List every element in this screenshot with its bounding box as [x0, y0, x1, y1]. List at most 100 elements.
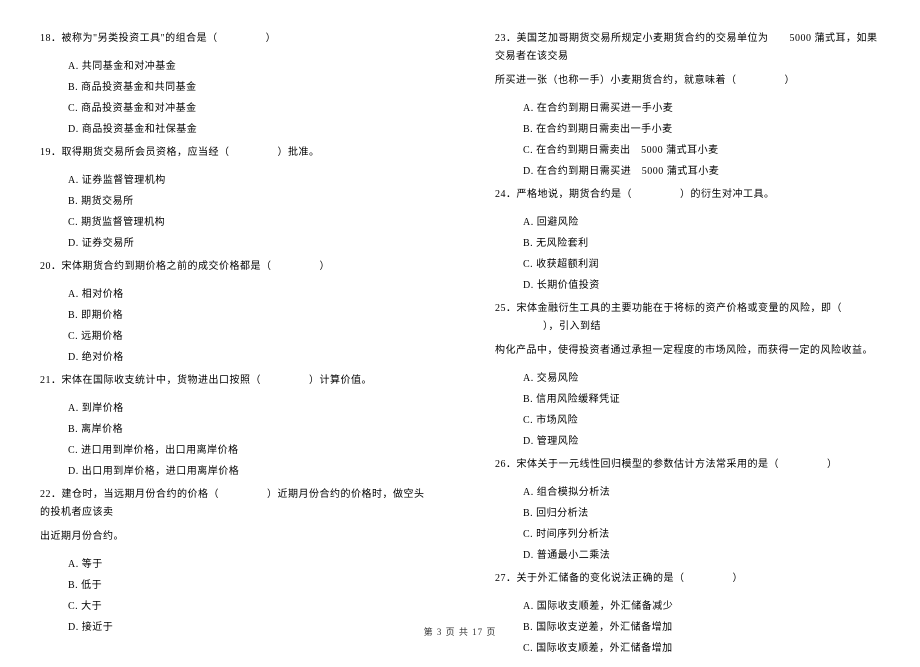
opt-text: 证券监督管理机构: [82, 175, 166, 186]
q-num: 24．: [495, 189, 517, 200]
opt-label: B.: [68, 424, 78, 435]
opt-label: C.: [523, 259, 533, 270]
q-num: 25．: [495, 303, 517, 314]
q-cont-before: 所买进一张（也称一手）小麦期货合约，就意味着（: [495, 75, 737, 86]
opt-text: 无风险套利: [536, 238, 589, 249]
q-stem-after: ）: [733, 573, 744, 584]
option: D.证券交易所: [68, 234, 425, 249]
opt-text: 回归分析法: [536, 508, 589, 519]
opt-text: 长期价值投资: [537, 280, 600, 291]
q-stem-after: ）的衍生对冲工具。: [680, 189, 775, 200]
blank: [261, 372, 309, 390]
option: A.交易风险: [523, 369, 880, 384]
option: C.进口用到岸价格，出口用离岸价格: [68, 441, 425, 456]
question-18: 18．被称为"另类投资工具"的组合是（ ）: [40, 30, 425, 48]
option: A.到岸价格: [68, 399, 425, 414]
opt-text: 国际收支顺差，外汇储备减少: [537, 601, 674, 612]
opt-text: 在合约到期日需卖出一手小麦: [536, 124, 673, 135]
opt-text: 大于: [81, 601, 102, 612]
opt-label: B.: [68, 580, 78, 591]
opt-text: 相对价格: [82, 289, 124, 300]
opt-label: D.: [523, 436, 534, 447]
q-continuation: 所买进一张（也称一手）小麦期货合约，就意味着（ ）: [495, 72, 880, 90]
opt-text: 交易风险: [537, 373, 579, 384]
option: B.无风险套利: [523, 234, 880, 249]
q-num: 26．: [495, 459, 517, 470]
q-stem: 严格地说，期货合约是（: [517, 189, 633, 200]
option: D.长期价值投资: [523, 276, 880, 291]
question-19: 19．取得期货交易所会员资格，应当经（ ）批准。: [40, 144, 425, 162]
question-24: 24．严格地说，期货合约是（ ）的衍生对冲工具。: [495, 186, 880, 204]
blank: [219, 486, 267, 504]
option: C.市场风险: [523, 411, 880, 426]
blank: [272, 258, 320, 276]
opt-label: D.: [68, 352, 79, 363]
option: A.等于: [68, 555, 425, 570]
question-23: 23．美国芝加哥期货交易所规定小麦期货合约的交易单位为 5000 蒲式耳，如果交…: [495, 30, 880, 66]
opt-label: D.: [523, 166, 534, 177]
opt-text: 等于: [82, 559, 103, 570]
opt-label: C.: [68, 217, 78, 228]
option: A.回避风险: [523, 213, 880, 228]
opt-label: B.: [523, 394, 533, 405]
q-stem: 关于外汇储备的变化说法正确的是（: [517, 573, 685, 584]
options-24: A.回避风险 B.无风险套利 C.收获超额利润 D.长期价值投资: [495, 213, 880, 291]
q-stem-after: ）计算价值。: [309, 375, 372, 386]
opt-label: D.: [523, 280, 534, 291]
question-25: 25．宋体金融衍生工具的主要功能在于将标的资产价格或变量的风险，即（ ），引入到…: [495, 300, 880, 336]
q-cont-after: ）: [785, 75, 796, 86]
opt-text: 普通最小二乘法: [537, 550, 611, 561]
opt-text: 组合模拟分析法: [537, 487, 611, 498]
opt-label: B.: [523, 238, 533, 249]
option: A.相对价格: [68, 285, 425, 300]
question-22: 22．建仓时，当远期月份合约的价格（ ）近期月份合约的价格时，做空头的投机者应该…: [40, 486, 425, 522]
exam-page: 18．被称为"另类投资工具"的组合是（ ） A.共同基金和对冲基金 B.商品投资…: [0, 0, 920, 667]
option: D.绝对价格: [68, 348, 425, 363]
opt-text: 即期价格: [81, 310, 123, 321]
opt-label: C.: [523, 643, 533, 654]
opt-label: A.: [523, 601, 534, 612]
options-25: A.交易风险 B.信用风险缓释凭证 C.市场风险 D.管理风险: [495, 369, 880, 447]
opt-label: A.: [68, 559, 79, 570]
options-22: A.等于 B.低于 C.大于 D.接近于: [40, 555, 425, 633]
opt-label: C.: [68, 445, 78, 456]
q-num: 20．: [40, 261, 62, 272]
left-column: 18．被称为"另类投资工具"的组合是（ ） A.共同基金和对冲基金 B.商品投资…: [40, 30, 425, 657]
q-num: 19．: [40, 147, 62, 158]
opt-text: 远期价格: [81, 331, 123, 342]
opt-text: 到岸价格: [82, 403, 124, 414]
option: C.在合约到期日需卖出 5000 蒲式耳小麦: [523, 141, 880, 156]
opt-label: C.: [523, 529, 533, 540]
q-num: 22．: [40, 489, 62, 500]
option: D.出口用到岸价格，进口用离岸价格: [68, 462, 425, 477]
opt-text: 期货交易所: [81, 196, 134, 207]
option: A.组合模拟分析法: [523, 483, 880, 498]
blank: [632, 186, 680, 204]
option: C.大于: [68, 597, 425, 612]
option: B.在合约到期日需卖出一手小麦: [523, 120, 880, 135]
opt-label: D.: [68, 124, 79, 135]
option: C.时间序列分析法: [523, 525, 880, 540]
opt-text: 在合约到期日需卖出 5000 蒲式耳小麦: [536, 145, 719, 156]
opt-label: C.: [523, 415, 533, 426]
opt-text: 在合约到期日需买进 5000 蒲式耳小麦: [537, 166, 720, 177]
opt-label: A.: [68, 403, 79, 414]
opt-text: 市场风险: [536, 415, 578, 426]
blank: [495, 318, 543, 336]
opt-text: 回避风险: [537, 217, 579, 228]
opt-label: B.: [68, 196, 78, 207]
option: A.国际收支顺差，外汇储备减少: [523, 597, 880, 612]
opt-text: 期货监督管理机构: [81, 217, 165, 228]
opt-label: A.: [523, 103, 534, 114]
q-stem: 宋体期货合约到期价格之前的成交价格都是（: [62, 261, 272, 272]
blank: [230, 144, 278, 162]
option: B.低于: [68, 576, 425, 591]
option: C.商品投资基金和对冲基金: [68, 99, 425, 114]
opt-label: B.: [68, 82, 78, 93]
opt-label: C.: [523, 145, 533, 156]
q-stem: 建仓时，当远期月份合约的价格（: [62, 489, 220, 500]
option: B.信用风险缓释凭证: [523, 390, 880, 405]
q-num: 18．: [40, 33, 62, 44]
opt-text: 离岸价格: [81, 424, 123, 435]
q-continuation: 构化产品中，使得投资者通过承担一定程度的市场风险，而获得一定的风险收益。: [495, 342, 880, 360]
